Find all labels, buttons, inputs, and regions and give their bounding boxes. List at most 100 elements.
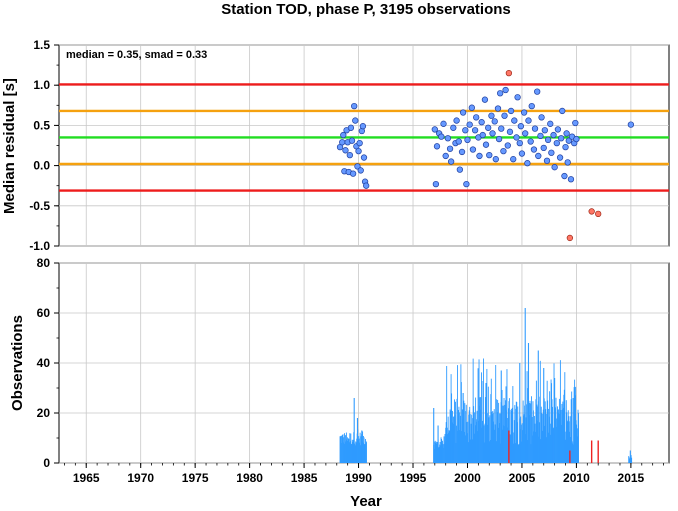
residual-y-axis-label: Median residual [s] (1, 78, 18, 214)
residual-point (558, 135, 565, 142)
x-tick-label: 1975 (182, 471, 209, 485)
residual-point (513, 134, 520, 141)
residual-point (491, 118, 498, 125)
residual-point (522, 130, 529, 137)
residual-point (363, 182, 370, 189)
residual-point (456, 166, 464, 173)
x-tick-label: 1990 (345, 471, 372, 485)
residual-point (485, 124, 492, 131)
residual-point (554, 126, 562, 133)
residual-point (473, 114, 480, 121)
residual-point (535, 152, 542, 160)
residual-point (538, 114, 545, 121)
residual-y-tick-label: 0.0 (33, 159, 50, 173)
residual-point (518, 150, 526, 157)
residual-point (360, 154, 368, 161)
x-tick-label: 1985 (291, 471, 318, 485)
residual-y-tick-label: -0.5 (29, 199, 50, 213)
residual-point (530, 146, 538, 153)
residual-point (547, 120, 554, 127)
residual-point (354, 163, 361, 170)
residual-point (528, 102, 535, 110)
residual-point (541, 127, 548, 134)
residual-point (440, 120, 447, 127)
residual-point (498, 125, 505, 132)
residual-point (501, 112, 508, 119)
residual-point (565, 137, 572, 144)
residual-point (520, 109, 528, 116)
residual-point (482, 141, 490, 148)
residual-point (463, 180, 470, 188)
residual-point (458, 148, 466, 156)
residual-point (348, 137, 356, 144)
residual-point (517, 123, 525, 130)
outlier-point (595, 210, 602, 217)
residual-point (504, 142, 511, 149)
residual-point (627, 121, 635, 128)
residual-y-tick-label: 1.5 (33, 38, 50, 52)
residual-point (497, 90, 504, 97)
residual-point (563, 130, 570, 137)
residual-point (479, 131, 486, 139)
residual-point (464, 136, 471, 144)
x-tick-label: 2000 (454, 471, 481, 485)
residual-point (471, 127, 479, 134)
residual-point (489, 130, 496, 137)
residual-point (446, 145, 454, 152)
residual-point (564, 159, 571, 166)
residual-point (450, 124, 457, 131)
residual-points (336, 69, 635, 242)
residual-panel-frame (58, 44, 670, 247)
residual-point (527, 138, 534, 145)
residual-point (433, 143, 441, 150)
residual-point (556, 154, 564, 161)
residual-point (561, 172, 568, 180)
residual-y-tick-label: 0.5 (33, 118, 50, 132)
observations-y-tick-label: 80 (37, 256, 51, 270)
year-x-axis-label: Year (350, 493, 382, 510)
observations-y-tick-label: 20 (37, 406, 51, 420)
residual-point (492, 156, 499, 163)
residual-point (469, 146, 477, 153)
residual-panel: 1.5 1.0 0.5 0.0 -0.5 -1.0 median = 0.35, smad… (1, 38, 670, 253)
residual-point (511, 117, 518, 124)
outlier-point (505, 69, 513, 77)
median-smad-annotation: median = 0.35, smad = 0.33 (66, 49, 207, 61)
residual-point (442, 152, 449, 160)
residual-point (357, 167, 364, 174)
residual-point (468, 104, 475, 111)
residual-point (548, 149, 555, 156)
observations-y-tick-label: 40 (37, 356, 51, 370)
observations-y-tick-label: 0 (43, 456, 50, 470)
residual-point (466, 121, 473, 128)
residual-point (531, 125, 539, 132)
residual-point (346, 151, 353, 159)
residual-point (453, 117, 460, 124)
residual-point (447, 158, 455, 165)
chart-title: Station TOD, phase P, 3195 observations (221, 1, 511, 18)
residual-point (543, 157, 551, 164)
residual-point (495, 135, 503, 143)
residual-point (551, 164, 558, 171)
residual-point (438, 133, 445, 140)
residual-reference-lines (59, 83, 669, 192)
x-tick-label: 2005 (509, 471, 536, 485)
residual-point (486, 151, 493, 159)
observations-panel: 80 60 40 20 0 1965 1970 1975 1980 1985 1990 1995 20… (9, 256, 670, 510)
residual-point (431, 126, 438, 133)
residual-point (544, 136, 552, 144)
residual-point (525, 117, 532, 124)
residual-point (347, 124, 355, 131)
x-tick-label: 1970 (127, 471, 154, 485)
residual-point (455, 138, 462, 145)
residual-point (481, 96, 489, 103)
residual-point (516, 139, 523, 147)
x-tick-label: 2015 (618, 471, 645, 485)
outlier-point (588, 208, 595, 215)
observations-y-ticks: 80 60 40 20 0 (37, 256, 59, 470)
residual-point (540, 144, 547, 152)
residual-point (510, 156, 517, 163)
residual-point (507, 107, 515, 115)
residual-point (352, 117, 359, 124)
